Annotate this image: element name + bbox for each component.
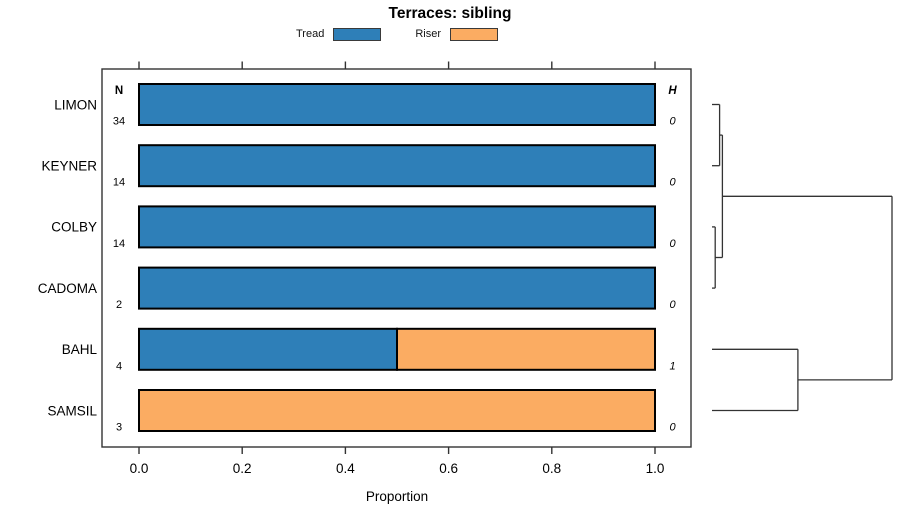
y-axis-label-samsil: SAMSIL (47, 403, 97, 418)
y-axis-label-cadoma: CADOMA (38, 281, 97, 296)
x-tick-label: 0.0 (130, 461, 149, 476)
x-axis-title: Proportion (366, 489, 428, 504)
y-axis-label-colby: COLBY (51, 220, 97, 235)
h-value-bahl: 1 (669, 360, 675, 372)
bar-segment-riser-samsil (138, 389, 656, 432)
chart-marks: LIMON 34 0 KEYNER 14 0 COLBY 14 0 CADOMA 2 0 BAHL 4 1 S… (38, 61, 893, 476)
x-tick-label: 0.6 (439, 461, 458, 476)
chart-title: Terraces: sibling (389, 5, 512, 22)
legend-item-tread: Tread (296, 27, 382, 41)
n-value-limon: 34 (113, 116, 125, 128)
y-axis-label-limon: LIMON (54, 97, 97, 112)
n-value-samsil: 3 (116, 422, 122, 434)
legend-label-tread: Tread (296, 28, 325, 40)
h-value-limon: 0 (669, 116, 676, 128)
h-value-colby: 0 (669, 238, 676, 250)
bar-segment-tread-limon (138, 83, 656, 126)
h-value-keyner: 0 (669, 177, 676, 189)
bar-segment-tread-bahl (138, 327, 398, 371)
y-axis-label-keyner: KEYNER (41, 159, 97, 174)
x-tick-label: 0.8 (542, 461, 561, 476)
n-column-header: N (115, 85, 123, 97)
bar-segment-riser-bahl (396, 327, 656, 371)
bar-segment-tread-keyner (138, 144, 656, 188)
n-value-cadoma: 2 (116, 299, 122, 311)
bar-segment-tread-colby (138, 205, 656, 249)
legend-item-riser: Riser (415, 27, 498, 41)
n-value-colby: 14 (113, 238, 125, 250)
n-value-keyner: 14 (113, 177, 125, 189)
n-value-bahl: 4 (116, 360, 122, 372)
legend: Tread Riser (296, 26, 498, 42)
bar-segment-tread-cadoma (138, 266, 656, 310)
legend-label-riser: Riser (415, 28, 441, 40)
x-tick-label: 0.2 (233, 461, 252, 476)
h-value-samsil: 0 (669, 422, 676, 434)
h-column-header: H (668, 85, 677, 97)
x-tick-label: 0.4 (336, 461, 355, 476)
y-axis-label-bahl: BAHL (62, 342, 98, 357)
legend-swatch-tread (333, 27, 382, 41)
h-value-cadoma: 0 (669, 299, 676, 311)
legend-swatch-riser (450, 27, 498, 41)
plot-border (101, 68, 692, 448)
x-tick-label: 1.0 (646, 461, 665, 476)
